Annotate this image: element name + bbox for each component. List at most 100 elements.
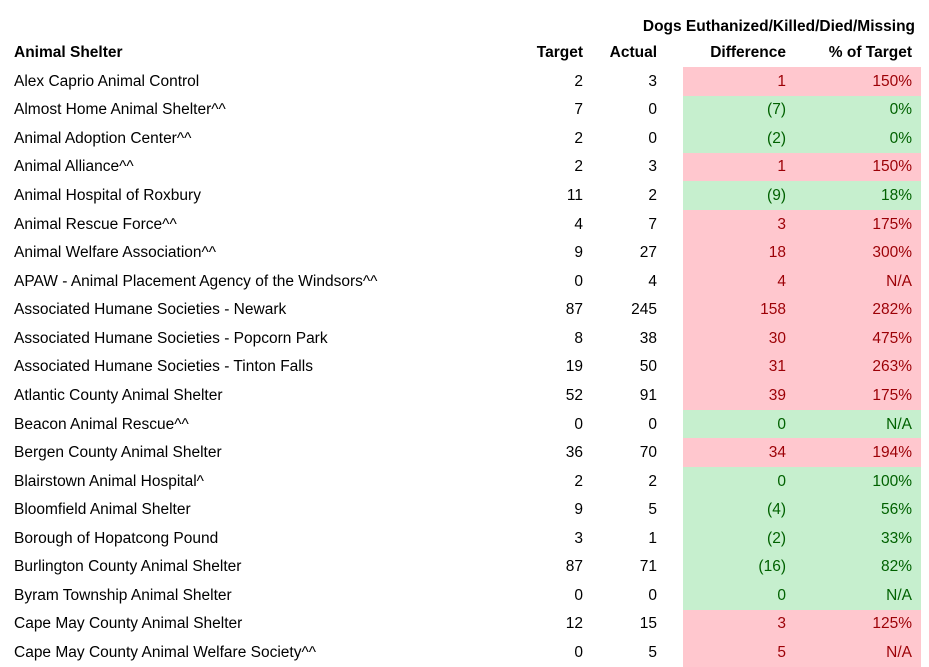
actual-cell: 5 <box>648 644 657 661</box>
difference-cell: 0 <box>683 466 793 496</box>
shelter-name-cell: Animal Hospital of Roxbury <box>14 187 201 204</box>
table-row: Bloomfield Animal Shelter 9 5 (4) 56% <box>0 495 929 524</box>
shelter-name-cell: Animal Adoption Center^^ <box>14 129 192 147</box>
table-row: Associated Humane Societies - Newark 87 … <box>0 295 929 325</box>
gap-cell <box>660 67 683 96</box>
right-margin-cell <box>921 96 929 125</box>
table-row: Animal Adoption Center^^ 2 0 (2) 0% <box>0 124 929 153</box>
table-row: Cape May County Animal Welfare Society^^… <box>0 638 929 667</box>
difference-cell: 18 <box>683 238 793 267</box>
table-row: Animal Alliance^^ 2 3 1 150% <box>0 152 929 182</box>
gap-cell <box>660 353 683 382</box>
table-row: Beacon Animal Rescue^^ 0 0 0 N/A <box>0 409 929 439</box>
shelter-name-cell: Associated Humane Societies - Popcorn Pa… <box>14 329 328 347</box>
shelter-name-cell: Associated Humane Societies - Newark <box>14 301 287 319</box>
pct-of-target-cell: 263% <box>793 352 922 382</box>
gap-cell <box>660 296 683 325</box>
group-header-dogs-euthanized: Dogs Euthanized/Killed/Died/Missing <box>642 17 916 35</box>
pct-of-target-cell: 100% <box>793 466 922 496</box>
difference-cell: 0 <box>683 409 793 439</box>
actual-cell: 0 <box>648 129 657 147</box>
table-row: APAW - Animal Placement Agency of the Wi… <box>0 266 929 296</box>
right-margin-cell <box>921 438 929 467</box>
right-margin-cell <box>921 153 929 182</box>
target-cell: 0 <box>574 272 583 290</box>
pct-of-target-cell: 150% <box>793 152 922 182</box>
column-header-difference: Difference <box>710 43 786 61</box>
difference-cell: (2) <box>683 524 793 553</box>
table-row: Animal Hospital of Roxbury 11 2 (9) 18% <box>0 181 929 210</box>
pct-of-target-cell: 125% <box>793 609 922 639</box>
shelter-name-cell: Borough of Hopatcong Pound <box>14 529 219 547</box>
pct-of-target-cell: 0% <box>793 124 922 153</box>
right-margin-cell <box>921 296 929 325</box>
right-margin-cell <box>921 353 929 382</box>
difference-cell: 30 <box>683 324 793 353</box>
target-cell: 7 <box>574 101 583 119</box>
pct-of-target-cell: 150% <box>793 67 922 96</box>
right-margin-cell <box>921 381 929 410</box>
gap-cell <box>660 638 683 667</box>
actual-cell: 245 <box>631 301 657 319</box>
gap-cell <box>660 610 683 639</box>
target-cell: 4 <box>574 215 583 233</box>
pct-of-target-cell: 194% <box>793 438 922 467</box>
difference-cell: (16) <box>683 552 793 582</box>
shelter-name-cell: Cape May County Animal Welfare Society^^ <box>14 644 317 661</box>
table-row: Atlantic County Animal Shelter 52 91 39 … <box>0 381 929 410</box>
target-cell: 2 <box>574 158 583 176</box>
gap-cell <box>660 267 683 296</box>
target-cell: 0 <box>574 586 583 604</box>
pct-of-target-cell: 18% <box>793 181 922 210</box>
pct-of-target-cell: N/A <box>793 409 922 439</box>
difference-cell: 0 <box>683 581 793 610</box>
gap-cell <box>660 96 683 125</box>
pct-of-target-cell: 0% <box>793 95 922 125</box>
target-cell: 2 <box>574 129 583 147</box>
right-margin-cell <box>921 410 929 439</box>
gap-cell <box>660 381 683 410</box>
actual-cell: 0 <box>648 101 657 119</box>
right-margin-cell <box>921 553 929 582</box>
target-cell: 36 <box>565 444 583 462</box>
actual-cell: 4 <box>648 272 657 290</box>
shelter-name-cell: Byram Township Animal Shelter <box>14 586 232 604</box>
target-cell: 0 <box>574 415 583 433</box>
gap-cell <box>660 438 683 467</box>
actual-cell: 3 <box>648 158 657 176</box>
table-row: Borough of Hopatcong Pound 3 1 (2) 33% <box>0 524 929 553</box>
target-cell: 8 <box>574 329 583 347</box>
difference-cell: (9) <box>683 181 793 210</box>
difference-cell: 31 <box>683 352 793 382</box>
actual-cell: 15 <box>639 615 657 633</box>
difference-cell: 1 <box>683 67 793 96</box>
target-cell: 0 <box>574 644 583 661</box>
shelter-name-cell: Blairstown Animal Hospital^ <box>14 472 204 490</box>
target-cell: 87 <box>565 301 583 319</box>
pct-of-target-cell: 56% <box>793 495 922 524</box>
column-header-animal-shelter: Animal Shelter <box>14 43 123 61</box>
table-body: Alex Caprio Animal Control 2 3 1 150% Al… <box>0 67 929 667</box>
column-header-row: Animal Shelter Target Actual Difference … <box>0 38 929 67</box>
table-row: Animal Welfare Association^^ 9 27 18 300… <box>0 238 929 267</box>
shelter-name-cell: Almost Home Animal Shelter^^ <box>14 101 226 119</box>
actual-cell: 38 <box>639 329 657 347</box>
pct-of-target-cell: N/A <box>793 266 922 296</box>
pct-of-target-cell: N/A <box>793 638 922 667</box>
right-margin-cell <box>921 581 929 610</box>
actual-cell: 71 <box>639 558 657 576</box>
actual-cell: 2 <box>648 187 657 204</box>
column-header-pct-of-target: % of Target <box>828 43 913 61</box>
shelter-name-cell: Atlantic County Animal Shelter <box>14 386 223 404</box>
right-margin-cell <box>921 495 929 524</box>
right-margin-cell <box>921 210 929 239</box>
shelter-name-cell: Bergen County Animal Shelter <box>14 444 222 462</box>
actual-cell: 7 <box>648 215 657 233</box>
gap-cell <box>660 210 683 239</box>
right-margin-cell <box>921 181 929 210</box>
pct-of-target-cell: 300% <box>793 238 922 267</box>
actual-cell: 0 <box>648 586 657 604</box>
gap-cell <box>660 467 683 496</box>
right-margin-cell <box>921 467 929 496</box>
shelter-name-cell: Burlington County Animal Shelter <box>14 558 242 576</box>
